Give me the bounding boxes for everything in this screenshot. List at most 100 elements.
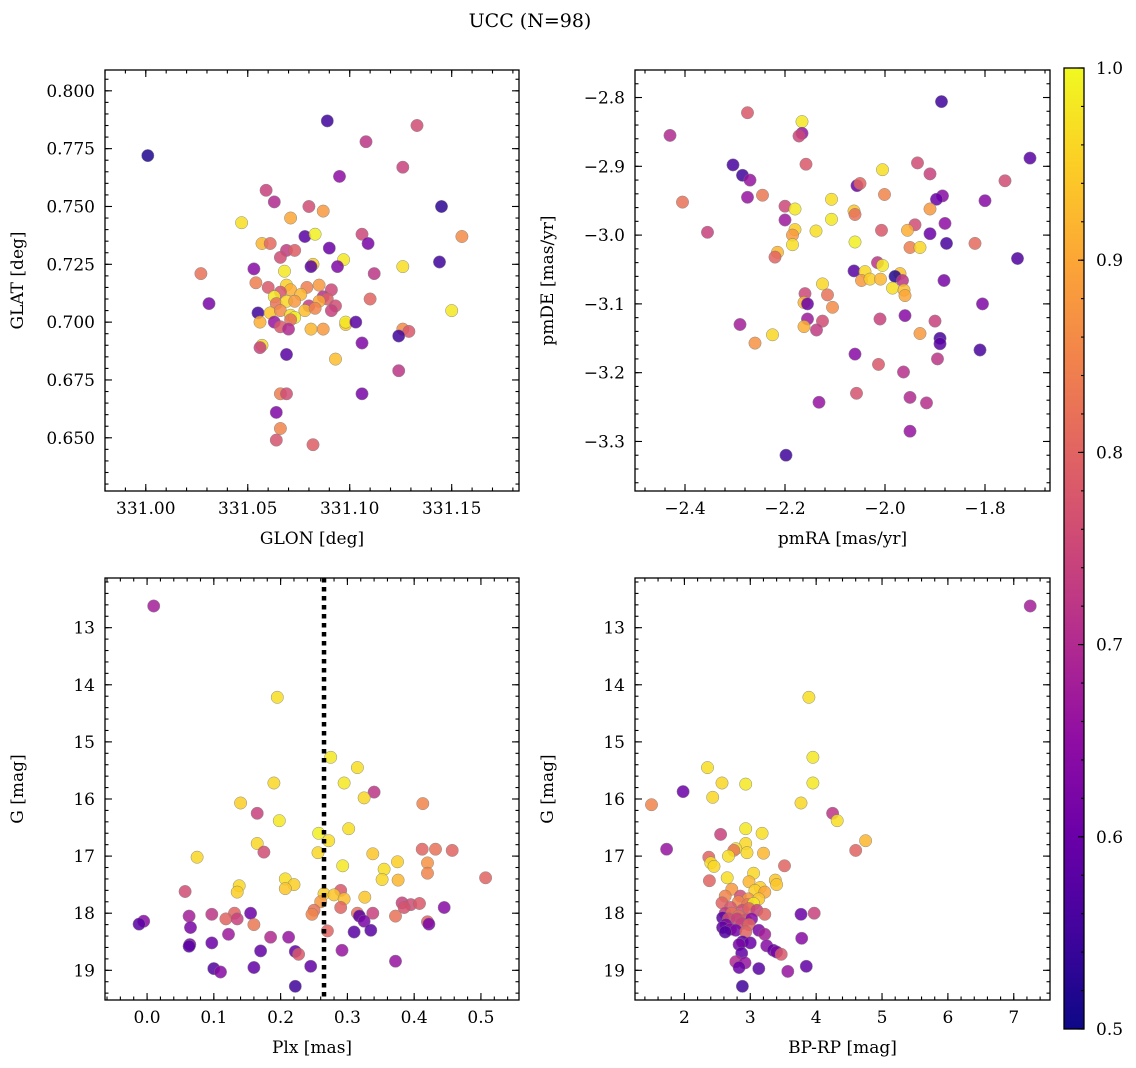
data-point <box>743 936 757 950</box>
data-point <box>280 348 293 361</box>
data-point <box>437 901 451 914</box>
data-point <box>205 907 219 921</box>
data-point <box>389 954 402 968</box>
data-point <box>355 336 369 350</box>
data-point <box>732 961 746 974</box>
data-point <box>799 959 813 973</box>
y-tick-label: 17 <box>603 847 625 867</box>
y-tick-label: 19 <box>603 961 625 981</box>
scatter-points <box>141 114 469 452</box>
data-point <box>741 190 754 204</box>
data-point <box>190 850 204 864</box>
data-point <box>707 859 721 873</box>
data-point <box>358 890 372 904</box>
data-point <box>886 281 899 295</box>
data-point <box>874 272 887 286</box>
data-point <box>270 690 284 704</box>
data-point <box>923 167 937 181</box>
data-point <box>810 323 823 337</box>
data-point <box>410 119 424 132</box>
data-point <box>147 599 161 613</box>
colorbar-tick-label: 0.9 <box>1096 251 1123 271</box>
y-tick-label: −3.1 <box>584 295 625 315</box>
data-point <box>792 129 806 143</box>
data-point <box>364 923 378 937</box>
y-tick-label: 14 <box>73 676 95 696</box>
x-tick-label: 0.5 <box>467 1008 494 1028</box>
data-point <box>786 238 799 252</box>
x-tick-label: 0.3 <box>334 1008 361 1028</box>
y-tick-label: 19 <box>73 961 95 981</box>
data-point <box>247 961 261 974</box>
axes-frame <box>104 577 520 1001</box>
data-point <box>676 195 689 209</box>
data-point <box>259 183 273 197</box>
data-point <box>768 250 782 264</box>
data-point <box>359 135 373 149</box>
data-point <box>230 885 244 899</box>
x-tick-label: 331.10 <box>320 499 379 519</box>
data-point <box>748 336 762 350</box>
data-point <box>937 274 951 287</box>
data-point <box>304 260 318 274</box>
data-point <box>267 195 281 209</box>
data-point <box>913 327 927 340</box>
colorbar-tick-label: 0.7 <box>1096 636 1123 656</box>
data-point <box>278 882 292 896</box>
data-point <box>331 260 344 274</box>
y-tick-label: 0.725 <box>46 255 95 275</box>
y-tick-label: −2.8 <box>584 89 625 109</box>
data-point <box>1011 252 1024 265</box>
data-point <box>931 352 944 366</box>
data-point <box>244 906 258 920</box>
data-point <box>741 106 754 120</box>
data-point <box>872 357 885 371</box>
data-point <box>389 909 402 923</box>
data-point <box>235 216 249 230</box>
data-point <box>848 347 862 361</box>
data-point <box>361 237 375 250</box>
x-axis-label: pmRA [mas/yr] <box>778 529 907 549</box>
y-tick-label: 0.700 <box>46 313 95 333</box>
data-point <box>433 255 446 269</box>
y-tick-label: −2.9 <box>584 157 625 177</box>
data-point <box>968 236 982 250</box>
data-point <box>178 885 192 898</box>
data-point <box>413 897 426 910</box>
data-point <box>756 188 769 202</box>
data-point <box>930 192 943 206</box>
data-point <box>876 258 889 272</box>
data-point <box>288 243 302 257</box>
data-point <box>375 873 389 886</box>
data-point <box>363 292 377 306</box>
colorbar-tick-label: 0.8 <box>1096 443 1123 463</box>
data-point <box>278 264 291 278</box>
y-tick-label: 18 <box>603 904 625 924</box>
data-point <box>355 387 369 401</box>
data-point <box>1023 151 1037 165</box>
data-point <box>794 907 808 921</box>
x-tick-label: −2.0 <box>864 499 905 519</box>
data-point <box>311 846 325 860</box>
data-point <box>781 964 795 978</box>
data-point <box>998 174 1012 188</box>
x-tick-label: −2.2 <box>764 499 805 519</box>
y-axis-label: G [mag] <box>538 754 558 823</box>
data-point <box>797 320 811 334</box>
data-point <box>826 300 839 314</box>
data-point <box>267 776 281 790</box>
data-point <box>194 267 208 281</box>
data-point <box>898 309 912 323</box>
data-point <box>350 761 364 775</box>
data-point <box>455 230 469 243</box>
data-point <box>357 914 371 928</box>
data-point <box>391 855 404 869</box>
data-point <box>306 438 320 452</box>
y-tick-label: 18 <box>73 904 95 924</box>
data-point <box>809 224 823 238</box>
data-point <box>320 924 334 938</box>
data-point <box>312 278 326 292</box>
data-point <box>347 925 361 939</box>
data-point <box>396 260 410 274</box>
